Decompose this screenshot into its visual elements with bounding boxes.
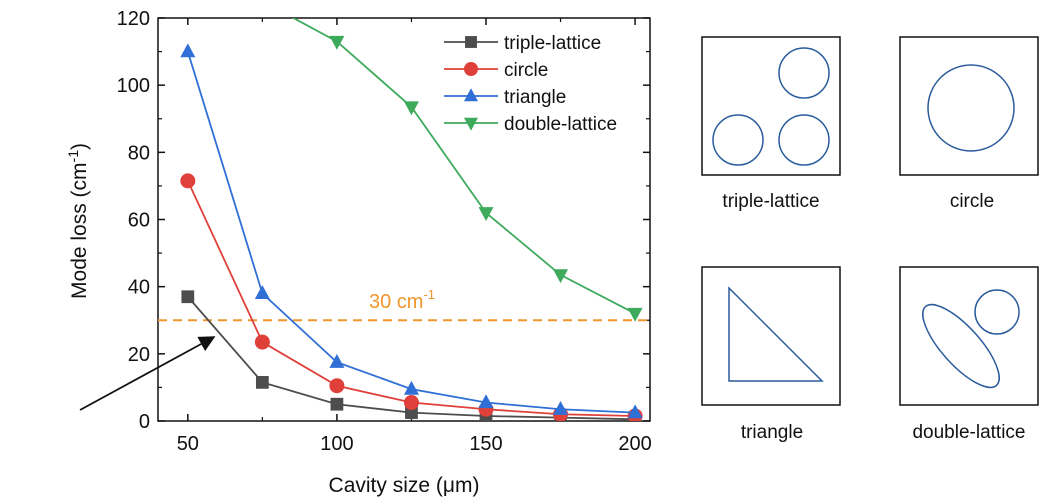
data-point-circle bbox=[180, 173, 196, 189]
series-triangle bbox=[180, 43, 643, 419]
threshold-label-main: 30 cm bbox=[369, 291, 423, 313]
legend-item-circle: circle bbox=[444, 60, 548, 81]
series-double-lattice bbox=[291, 18, 643, 322]
x-tick-label: 100 bbox=[320, 433, 353, 455]
lattice-circle bbox=[712, 114, 764, 166]
shape-panels: triple-lattice circle triangle double-latti… bbox=[701, 36, 1039, 443]
data-point-triangle bbox=[180, 43, 196, 58]
x-tick-label: 150 bbox=[469, 433, 502, 455]
legend-marker bbox=[464, 117, 478, 131]
x-tick-label: 200 bbox=[618, 433, 651, 455]
shape-panel-circle: circle bbox=[899, 36, 1039, 212]
y-tick-label: 20 bbox=[128, 344, 150, 366]
y-axis-title-sup: -1 bbox=[65, 150, 81, 163]
data-point-triple-lattice bbox=[405, 406, 418, 419]
lattice-circle bbox=[974, 289, 1020, 335]
data-point-triangle bbox=[254, 285, 270, 300]
legend: triple-lattice circle triangle double-latti… bbox=[444, 33, 617, 135]
shape-frame bbox=[701, 36, 841, 176]
legend-label: triangle bbox=[504, 87, 566, 108]
shape-frame bbox=[899, 266, 1039, 406]
y-tick-label: 120 bbox=[117, 8, 150, 30]
legend-label: circle bbox=[504, 60, 548, 81]
shape-frame bbox=[701, 266, 841, 406]
legend-marker bbox=[465, 36, 477, 48]
y-tick-label: 80 bbox=[128, 142, 150, 164]
data-point-triangle bbox=[627, 404, 643, 419]
data-point-circle bbox=[403, 395, 419, 411]
data-point-double-lattice bbox=[553, 269, 569, 284]
y-axis-title-tail: ) bbox=[68, 143, 91, 150]
lattice-ellipse bbox=[922, 303, 1000, 389]
y-axis-title-main: Mode loss (cm bbox=[68, 162, 91, 299]
shape-panel-triangle: triangle bbox=[701, 266, 841, 443]
tick-labels: 0 20 40 60 80 100 120 50 100 150 200 bbox=[117, 8, 652, 455]
shape-label: triangle bbox=[741, 422, 803, 443]
threshold-label-sup: -1 bbox=[423, 287, 435, 302]
threshold-label: 30 cm-1 bbox=[369, 287, 435, 313]
triangle-shape bbox=[728, 286, 824, 382]
y-tick-label: 40 bbox=[128, 277, 150, 299]
shape-panel-triple-lattice: triple-lattice bbox=[701, 36, 841, 212]
data-point-triangle bbox=[478, 394, 494, 409]
data-point-triple-lattice bbox=[255, 376, 269, 389]
shape-label: triple-lattice bbox=[722, 191, 819, 212]
y-tick-label: 0 bbox=[139, 411, 150, 433]
series-layer bbox=[180, 18, 643, 421]
data-point-double-lattice bbox=[329, 35, 345, 50]
y-axis-title: Mode loss (cm-1) bbox=[65, 143, 91, 299]
y-tick-label: 100 bbox=[117, 75, 150, 97]
annotation-arrow bbox=[79, 336, 216, 411]
data-point-triangle bbox=[329, 353, 345, 368]
lattice-circle bbox=[778, 47, 830, 99]
legend-marker bbox=[464, 62, 478, 76]
data-point-circle bbox=[329, 378, 345, 394]
x-axis-title: Cavity size (μm) bbox=[329, 474, 480, 497]
legend-label: triple-lattice bbox=[504, 33, 601, 54]
shape-label: double-lattice bbox=[912, 422, 1025, 443]
legend-item-triangle: triangle bbox=[444, 87, 566, 108]
x-tick-label: 50 bbox=[177, 433, 199, 455]
legend-item-triple-lattice: triple-lattice bbox=[444, 33, 601, 54]
data-point-double-lattice bbox=[627, 307, 643, 322]
shape-panel-double-lattice: double-lattice bbox=[899, 266, 1039, 443]
legend-label: double-lattice bbox=[504, 114, 617, 135]
data-point-triangle bbox=[403, 380, 419, 395]
legend-item-double-lattice: double-lattice bbox=[444, 114, 617, 135]
plot-frame bbox=[157, 17, 651, 422]
y-tick-label: 60 bbox=[128, 210, 150, 232]
data-point-circle bbox=[254, 334, 270, 350]
data-point-double-lattice bbox=[403, 101, 419, 116]
data-point-triangle bbox=[553, 400, 569, 415]
lattice-circle bbox=[778, 114, 830, 166]
circle-shape bbox=[927, 64, 1015, 152]
data-point-double-lattice bbox=[478, 207, 494, 222]
axis-ticks bbox=[158, 17, 650, 422]
data-point-triple-lattice bbox=[330, 397, 344, 411]
legend-marker bbox=[464, 88, 478, 102]
data-point-triple-lattice bbox=[181, 290, 195, 304]
shape-label: circle bbox=[950, 191, 994, 212]
shape-frame bbox=[899, 36, 1039, 176]
